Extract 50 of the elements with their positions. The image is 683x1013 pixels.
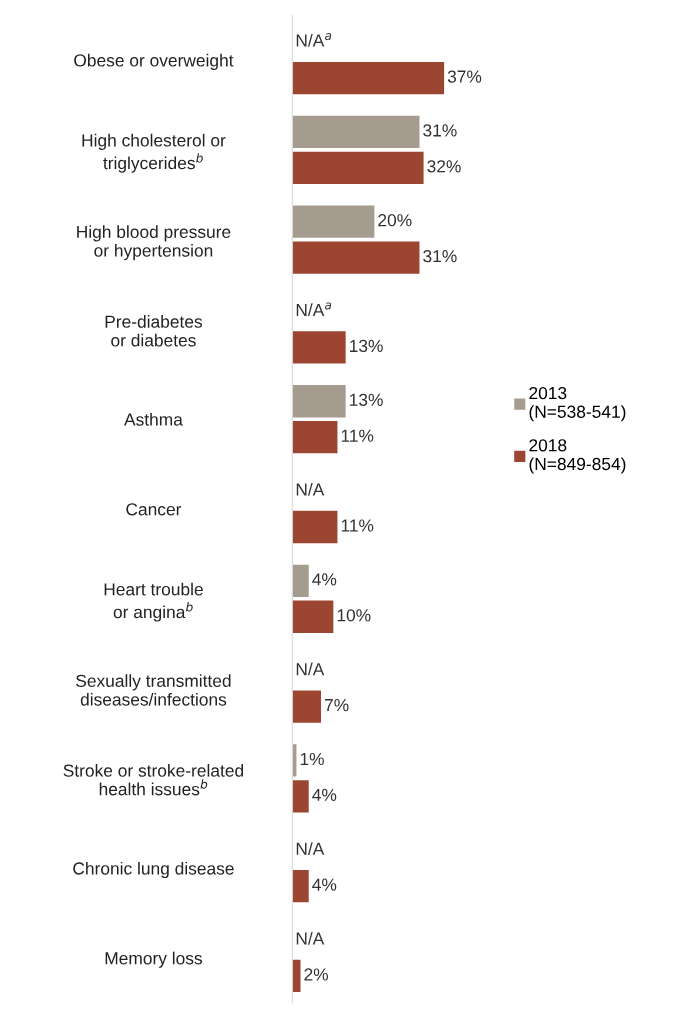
bar — [292, 385, 346, 418]
y-tick-label: Sexually transmitted diseases/infections — [76, 674, 231, 706]
y-tick-label: Heart trouble or angina$^{b}$ — [104, 582, 203, 622]
bar — [292, 564, 309, 598]
data-label: 10% — [337, 609, 371, 622]
legend-label: 2013 (N=538-541) — [529, 386, 626, 422]
bar — [292, 600, 334, 633]
bar — [292, 421, 338, 454]
bar — [292, 510, 338, 544]
data-label: 4% — [312, 878, 337, 891]
bar — [292, 151, 424, 184]
y-tick-label: Chronic lung disease — [73, 861, 234, 879]
data-label: 13% — [350, 339, 383, 353]
data-label: 2% — [304, 968, 329, 981]
y-tick-label: Obese or overweight — [74, 53, 234, 70]
text: N/A — [296, 482, 325, 496]
text: N/A$^{a}$ — [296, 33, 332, 47]
data-label: 11% — [341, 519, 374, 532]
bar — [292, 241, 420, 274]
data-label: 4% — [312, 573, 337, 586]
y-tick-label: Cancer — [126, 503, 182, 516]
bar — [292, 205, 375, 238]
legend-label: 2018 (N=849-854) — [529, 439, 626, 474]
text: N/A — [296, 931, 325, 945]
data-label: 11% — [341, 429, 374, 442]
data-label: 31% — [423, 124, 457, 137]
data-label: 20% — [378, 214, 412, 227]
text: N/A — [296, 842, 325, 855]
y-tick-label: Stroke or stroke-related health issues$^{b}$ — [63, 764, 244, 796]
data-label: 4% — [312, 788, 337, 801]
bar — [292, 959, 301, 993]
data-label: 13% — [350, 393, 383, 406]
data-label: 7% — [324, 699, 349, 712]
text: N/A — [296, 662, 325, 676]
y-tick-label: High blood pressure or hypertension — [77, 225, 231, 261]
bar — [292, 61, 445, 95]
bar — [292, 780, 309, 813]
data-label: 31% — [423, 249, 457, 263]
y-tick-label: High cholesterol or triglycerides$^{b}$ — [82, 133, 226, 173]
y-tick-label: Memory loss — [105, 951, 203, 968]
data-label: 32% — [427, 160, 461, 173]
bar — [292, 690, 322, 723]
text: N/A$^{a}$ — [296, 302, 332, 317]
y-tick-label: Pre-diabetes or diabetes — [105, 315, 203, 347]
y-tick-label: Asthma — [124, 412, 183, 426]
bar — [292, 331, 346, 364]
data-label: 1% — [300, 752, 324, 766]
data-label: 37% — [447, 70, 482, 83]
bar — [292, 115, 420, 149]
bar — [292, 869, 309, 903]
